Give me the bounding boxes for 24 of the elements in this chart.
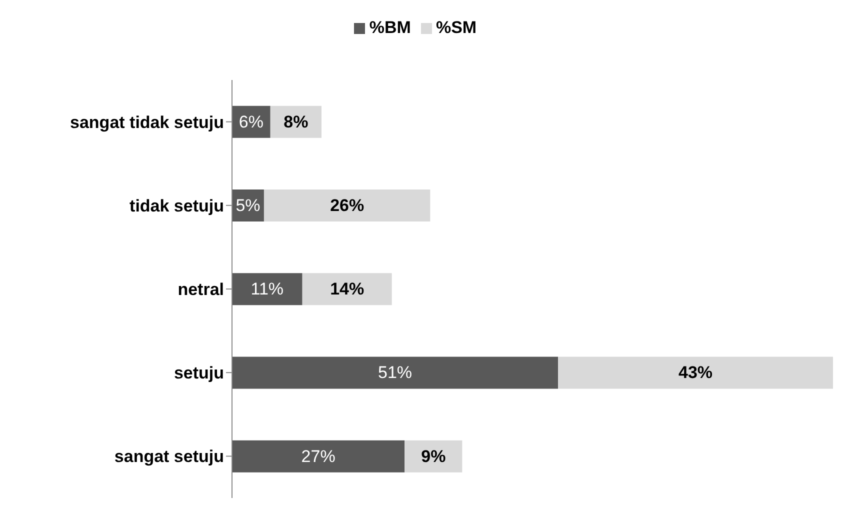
data-label: 26% [330,196,364,216]
y-tick-label: sangat tidak setuju [70,112,224,132]
data-label: 27% [301,446,336,466]
bar [264,190,430,222]
y-tick-label: tidak setuju [130,196,224,216]
data-label: 6% [238,112,264,132]
data-label: 9% [421,446,446,466]
bar [404,440,462,472]
y-tick-label: sangat setuju [114,447,224,466]
data-label: 8% [284,112,308,132]
bar [232,440,405,472]
bar [232,356,558,389]
bar [302,273,392,306]
bar [558,356,833,389]
y-tick-label: netral [178,280,224,300]
legend-label: %SM [436,18,477,37]
data-label: 5% [236,196,260,216]
y-tick-label: setuju [174,364,224,383]
data-label: 43% [678,363,713,382]
data-label: 51% [378,363,412,382]
data-label: 11% [250,280,284,299]
data-label: 14% [330,280,364,299]
bar [232,273,302,306]
legend-label: %BM [369,18,411,37]
